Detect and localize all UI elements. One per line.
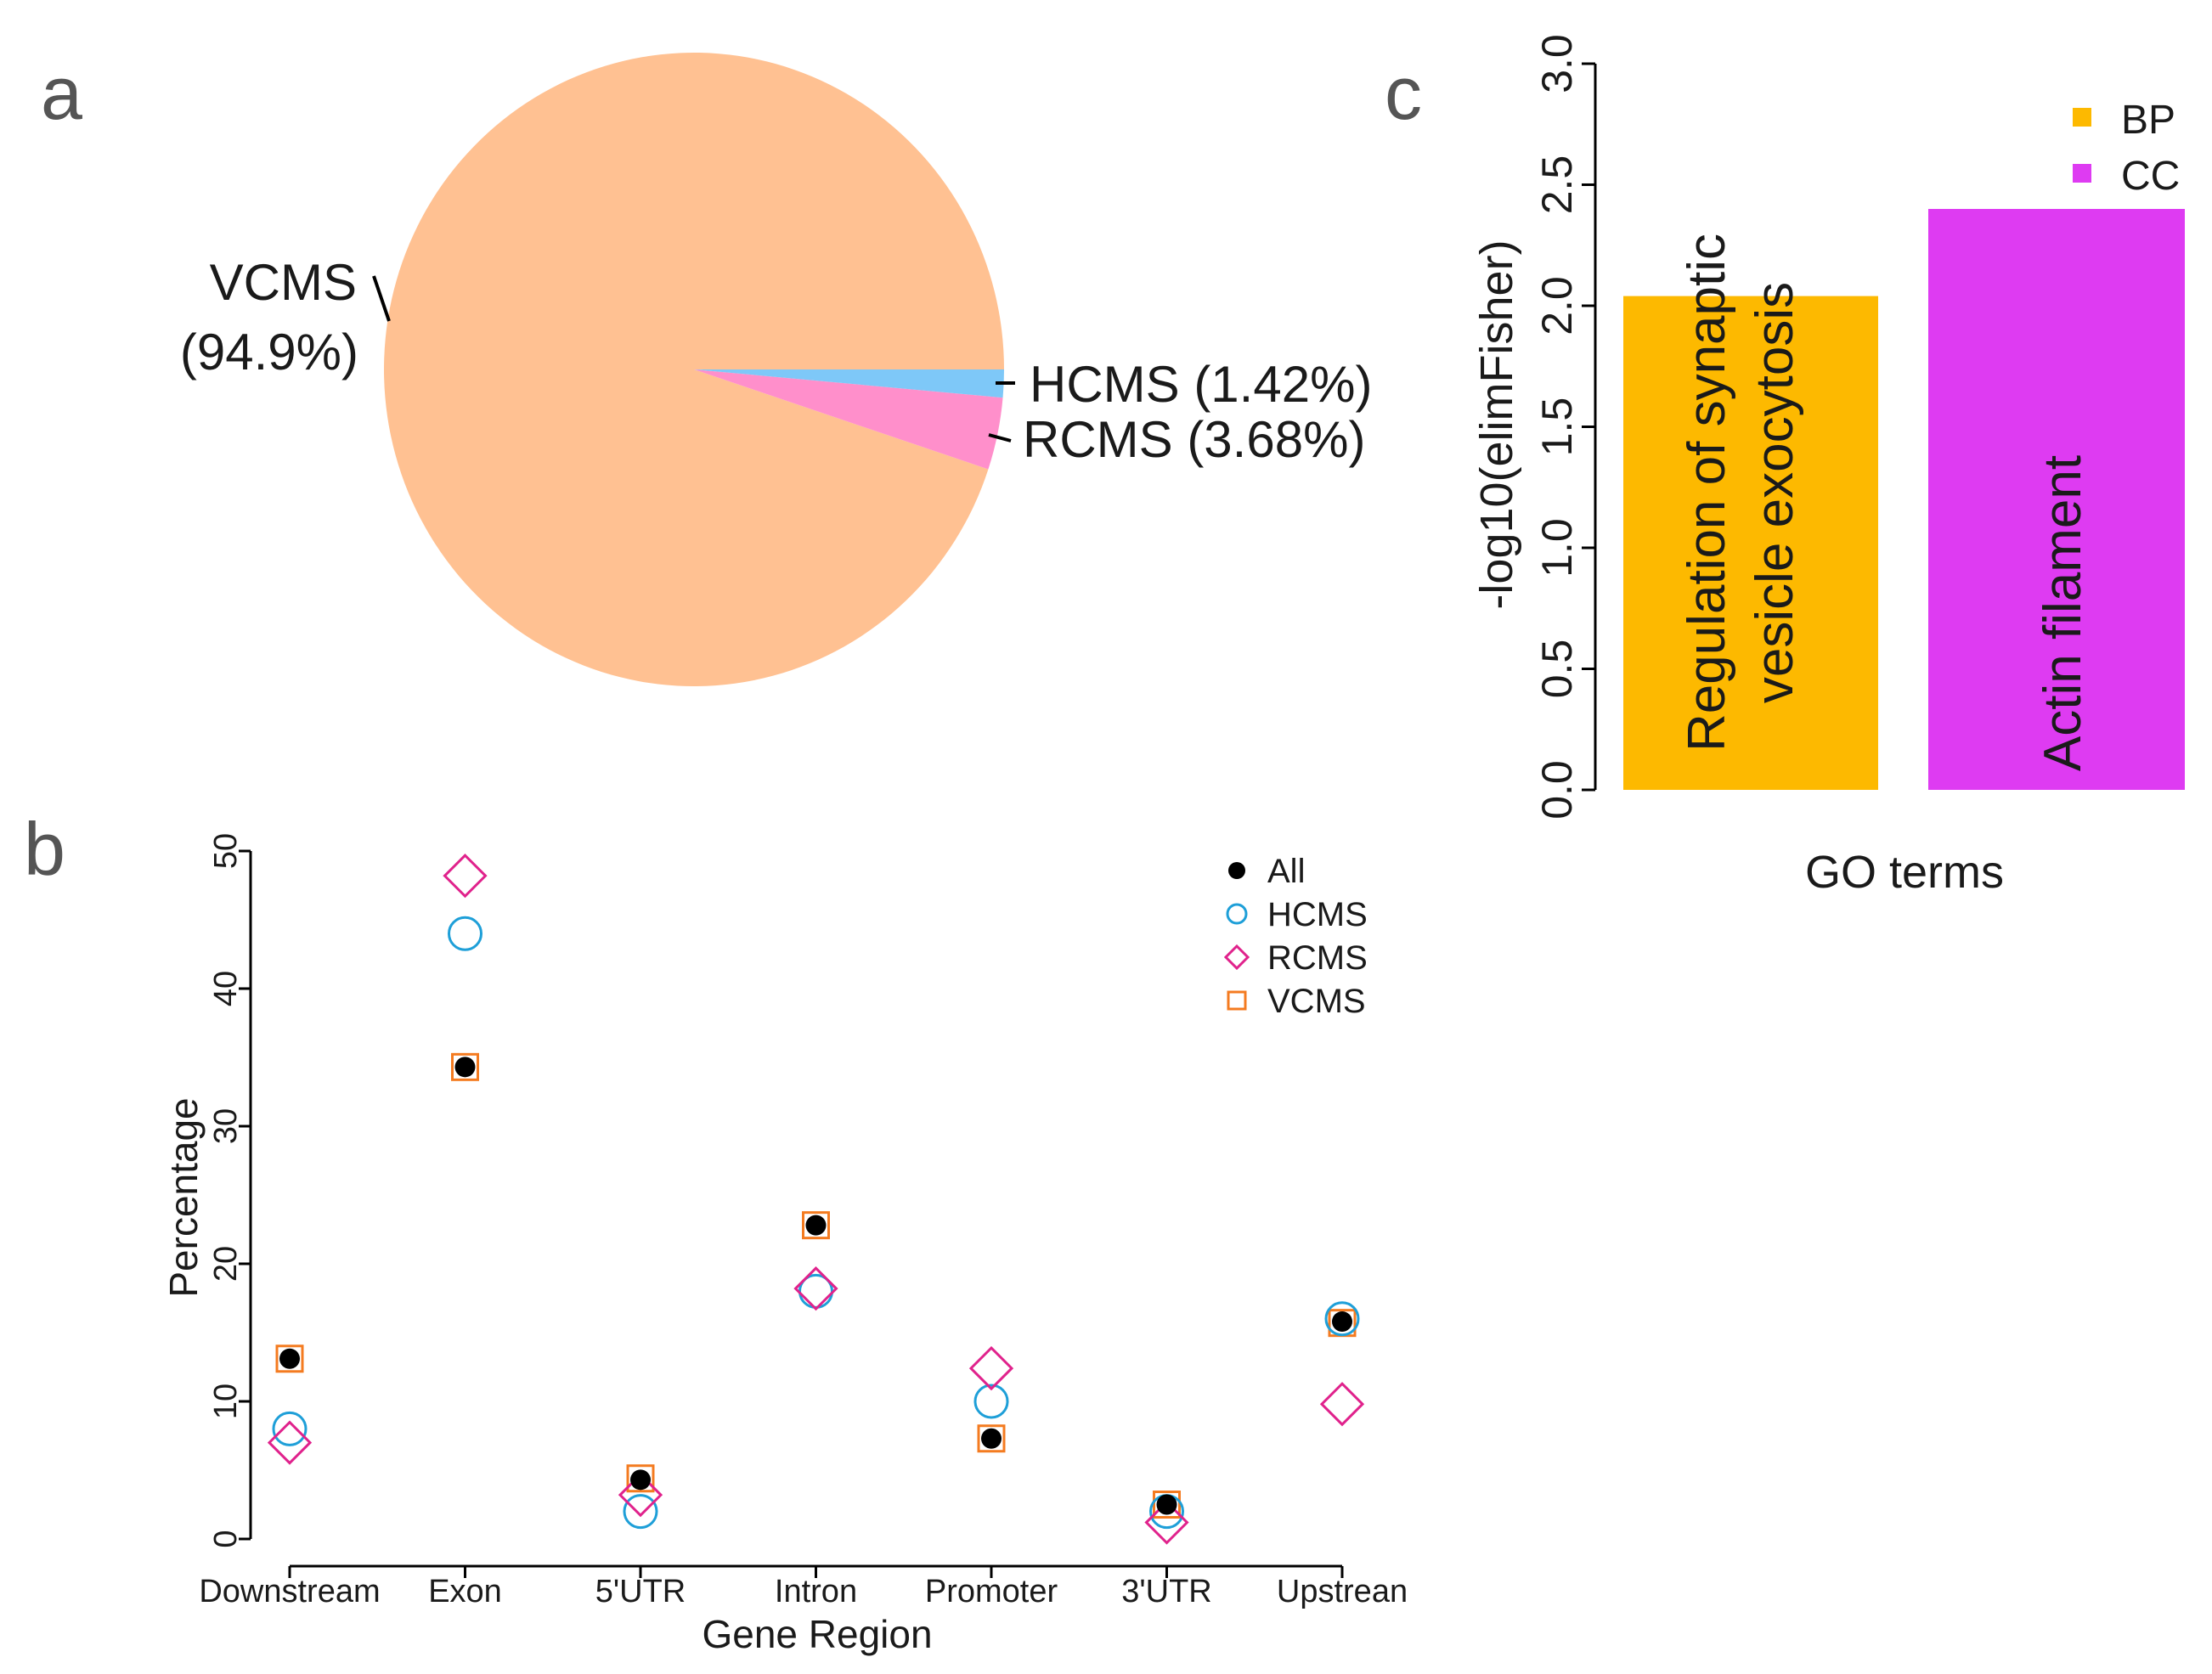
b-legend-label-rcms: RCMS xyxy=(1267,939,1368,977)
b-point-all xyxy=(279,1348,300,1369)
b-point-rcms xyxy=(968,1345,1014,1391)
b-point-hcms xyxy=(1324,1301,1360,1337)
b-point-hcms xyxy=(272,1411,308,1446)
pie-chart: VCMS (94.9%) HCMS (1.42%) RCMS (3.68%) xyxy=(180,52,1372,686)
b-point-rcms xyxy=(618,1473,663,1518)
pie-label-vcms-pct: (94.9%) xyxy=(180,324,358,380)
b-y-axis-title: Percentage xyxy=(161,1097,206,1297)
b-legend-marker-hcms xyxy=(1226,903,1248,925)
c-legend-label-cc: CC xyxy=(2121,154,2180,199)
c-y-tick-label: 0.0 xyxy=(1533,760,1581,820)
c-legend: BP CC xyxy=(2073,98,2180,199)
b-legend: All HCMS RCMS VCMS xyxy=(1223,853,1368,1020)
pie-leader-vcms xyxy=(372,275,391,322)
b-point-all xyxy=(805,1215,827,1236)
pie-slice-rcms xyxy=(694,369,1003,470)
b-y-tick-label: 30 xyxy=(208,1108,244,1144)
b-x-tick-label: Exon xyxy=(428,1574,502,1609)
c-y-tick-label: 1.0 xyxy=(1533,518,1581,578)
b-legend-marker-all xyxy=(1228,862,1245,879)
b-x-axis-title: Gene Region xyxy=(702,1612,932,1656)
b-y-tick-label: 0 xyxy=(208,1530,244,1547)
b-x-tick-label: 3'UTR xyxy=(1121,1574,1212,1609)
b-point-vcms xyxy=(275,1344,304,1373)
pie-leader-rcms xyxy=(988,433,1012,442)
b-point-vcms xyxy=(802,1211,830,1240)
b-point-rcms xyxy=(793,1266,838,1311)
pie-label-rcms: RCMS (3.68%) xyxy=(1023,411,1365,468)
panel-letter-c: c xyxy=(1385,51,1422,135)
b-point-hcms xyxy=(448,916,482,951)
b-y-ticks: 0 10 20 30 40 50 xyxy=(208,833,251,1548)
b-point-all xyxy=(981,1428,1002,1449)
scatter-plot: 0 10 20 30 40 50 Downstream Exon 5'UTR Intron Pro… xyxy=(161,833,1408,1656)
b-y-tick-label: 20 xyxy=(208,1246,244,1282)
b-legend-marker-rcms xyxy=(1223,944,1250,971)
b-x-tick-label: Downstream xyxy=(199,1574,380,1609)
b-x-tick-label: 5'UTR xyxy=(595,1574,686,1609)
pie-label-hcms: HCMS (1.42%) xyxy=(1030,356,1372,413)
bar-bp-label-line1: Regulation of synaptic xyxy=(1678,234,1736,752)
pie-label-vcms-name: VCMS xyxy=(210,254,357,311)
c-legend-swatch-cc xyxy=(2073,164,2091,183)
pie-slice-vcms xyxy=(384,52,1004,686)
b-point-all xyxy=(454,1057,476,1078)
b-legend-marker-vcms xyxy=(1227,990,1247,1011)
b-point-vcms xyxy=(1153,1491,1181,1519)
c-legend-swatch-bp xyxy=(2073,108,2091,127)
b-x-tick-label: Intron xyxy=(775,1574,857,1609)
c-y-tick-label: 2.0 xyxy=(1533,276,1581,335)
c-x-axis-title: GO terms xyxy=(1805,847,2004,898)
b-legend-label-vcms: VCMS xyxy=(1267,983,1366,1020)
b-y-tick-label: 40 xyxy=(208,971,244,1006)
b-legend-label-hcms: HCMS xyxy=(1267,896,1368,933)
b-x-tick-label: Upstrean xyxy=(1277,1574,1408,1609)
b-point-vcms xyxy=(451,1052,479,1081)
b-data-points xyxy=(267,854,1365,1545)
pie-slice-hcms xyxy=(694,369,1004,398)
b-point-rcms xyxy=(443,854,488,899)
b-point-rcms xyxy=(1319,1382,1365,1427)
bar-bp-label-line2: vesicle exocytosis xyxy=(1746,282,1804,703)
c-legend-label-bp: BP xyxy=(2121,98,2175,143)
c-y-tick-label: 2.5 xyxy=(1533,155,1581,215)
bar-bp xyxy=(1623,296,1878,791)
bar-chart: 0.0 0.5 1.0 1.5 2.0 2.5 3.0 Regulation of syna… xyxy=(1471,34,2185,898)
b-y-tick-label: 50 xyxy=(208,833,244,869)
b-point-all xyxy=(1332,1311,1352,1333)
c-y-ticks: 0.0 0.5 1.0 1.5 2.0 2.5 3.0 xyxy=(1533,34,1595,820)
b-point-rcms xyxy=(267,1420,313,1465)
b-point-hcms xyxy=(623,1494,658,1530)
c-y-tick-label: 1.5 xyxy=(1533,397,1581,457)
b-point-all xyxy=(630,1469,651,1491)
b-x-ticks: Downstream Exon 5'UTR Intron Promoter 3'UTR Up… xyxy=(199,1566,1408,1609)
bar-cc xyxy=(1928,209,2185,790)
b-point-all xyxy=(1156,1494,1177,1515)
b-x-tick-label: Promoter xyxy=(925,1574,1058,1609)
c-y-axis-title: -log10(elimFisher) xyxy=(1471,240,1522,609)
b-point-vcms xyxy=(977,1424,1006,1453)
b-y-tick-label: 10 xyxy=(208,1384,244,1419)
b-point-vcms xyxy=(626,1464,655,1493)
b-point-hcms xyxy=(973,1384,1009,1419)
c-y-tick-label: 0.5 xyxy=(1533,640,1581,699)
panel-letter-a: a xyxy=(41,51,82,135)
b-point-rcms xyxy=(1144,1500,1189,1545)
panel-letter-b: b xyxy=(24,807,65,891)
c-y-tick-label: 3.0 xyxy=(1533,34,1581,93)
b-legend-label-all: All xyxy=(1267,853,1305,890)
bar-cc-label: Actin filament xyxy=(2034,455,2092,771)
